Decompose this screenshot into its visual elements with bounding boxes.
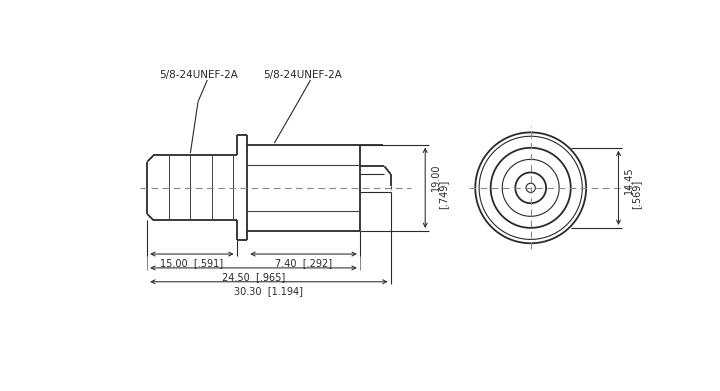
Text: 14.45: 14.45 xyxy=(624,166,634,194)
Text: 19.00: 19.00 xyxy=(431,163,441,191)
Text: [.749]: [.749] xyxy=(438,179,449,209)
Text: 5/8-24UNEF-2A: 5/8-24UNEF-2A xyxy=(263,70,341,80)
Text: 15.00  [.591]: 15.00 [.591] xyxy=(161,258,223,268)
Text: 7.40  [.292]: 7.40 [.292] xyxy=(275,258,332,268)
Text: 5/8-24UNEF-2A: 5/8-24UNEF-2A xyxy=(160,70,238,80)
Text: [.569]: [.569] xyxy=(631,179,642,209)
Text: 24.50  [.965]: 24.50 [.965] xyxy=(222,272,285,282)
Text: 30.30  [1.194]: 30.30 [1.194] xyxy=(235,285,303,296)
